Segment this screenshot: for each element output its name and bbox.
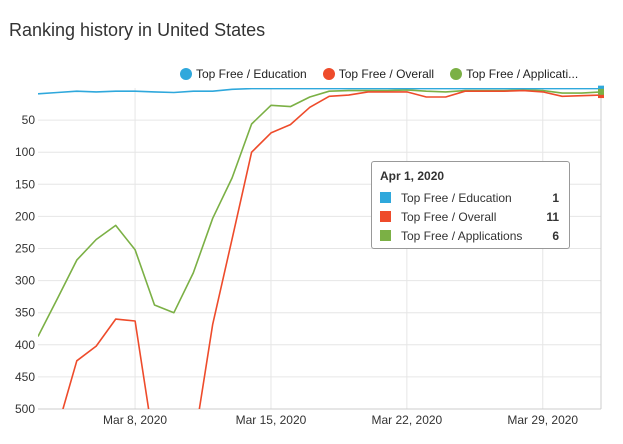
y-tick-label: 250 xyxy=(15,242,35,256)
legend-dot-education xyxy=(180,68,192,80)
legend: Top Free / Education Top Free / Overall … xyxy=(180,66,594,82)
x-tick-label: Mar 29, 2020 xyxy=(507,413,578,427)
hover-marker-applications xyxy=(598,88,604,95)
tooltip: Apr 1, 2020 Top Free / Education 1 Top F… xyxy=(371,161,570,249)
y-tick-label: 50 xyxy=(22,113,36,127)
series-line-overall xyxy=(62,89,601,409)
tooltip-name-overall: Top Free / Overall xyxy=(401,209,497,224)
tooltip-name-education: Top Free / Education xyxy=(401,190,512,205)
legend-item-applications[interactable]: Top Free / Applicati... xyxy=(450,67,578,81)
y-tick-label: 450 xyxy=(15,370,35,384)
tooltip-row-overall: Top Free / Overall 11 xyxy=(380,207,559,226)
tooltip-value-applications: 6 xyxy=(552,228,559,243)
y-tick-label: 200 xyxy=(15,209,35,223)
tooltip-value-education: 1 xyxy=(552,190,559,205)
marker-layer xyxy=(598,85,604,99)
x-tick-label: Mar 8, 2020 xyxy=(103,413,167,427)
axis-layer: 50 100 150 200 250 300 350 400 450 500 Mar 8, 2020… xyxy=(15,88,602,427)
legend-item-education[interactable]: Top Free / Education xyxy=(180,67,307,81)
legend-dot-overall xyxy=(322,68,335,80)
x-tick-label: Mar 15, 2020 xyxy=(236,413,307,427)
hover-marker-overall xyxy=(598,92,604,99)
y-tick-label: 300 xyxy=(15,274,35,288)
y-tick-label: 100 xyxy=(15,145,35,159)
series-layer xyxy=(38,88,601,409)
y-tick-label: 500 xyxy=(15,402,35,416)
legend-label-applications: Top Free / Applicati... xyxy=(466,67,579,81)
legend-dot-applications xyxy=(450,68,463,80)
y-tick-label: 150 xyxy=(15,177,35,191)
tooltip-swatch-education xyxy=(380,192,391,203)
tooltip-name-applications: Top Free / Applications xyxy=(401,228,523,243)
tooltip-date: Apr 1, 2020 xyxy=(380,169,445,183)
chart-title: Ranking history in United States xyxy=(9,20,266,40)
x-tick-label: Mar 22, 2020 xyxy=(372,413,443,427)
tooltip-swatch-applications xyxy=(380,230,391,241)
y-tick-label: 400 xyxy=(15,338,35,352)
y-tick-label: 350 xyxy=(15,306,35,320)
tooltip-swatch-overall xyxy=(380,211,391,222)
tooltip-row-education: Top Free / Education 1 xyxy=(380,188,559,207)
legend-label-overall: Top Free / Overall xyxy=(338,67,435,81)
hover-marker-education xyxy=(598,85,604,92)
series-line-education xyxy=(38,88,601,95)
tooltip-row-applications: Top Free / Applications 6 xyxy=(380,226,559,245)
legend-item-overall[interactable]: Top Free / Overall xyxy=(322,67,435,81)
legend-label-education: Top Free / Education xyxy=(196,67,307,81)
tooltip-value-overall: 11 xyxy=(546,209,559,224)
